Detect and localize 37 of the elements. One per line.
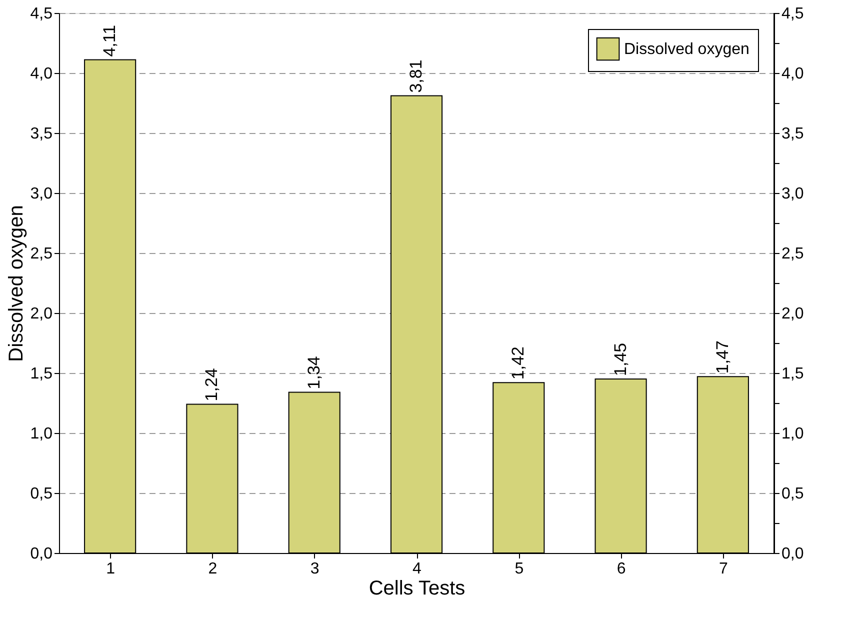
data-label: 1,45 — [610, 342, 630, 376]
x-tick-label: 1 — [106, 560, 116, 578]
y2-tick-label: 1,5 — [782, 366, 804, 382]
x-axis-title: Cells Tests — [368, 578, 466, 600]
y-tick-label: 0,5 — [30, 486, 53, 502]
data-label: 1,47 — [712, 340, 732, 374]
y-tick-label: 2,5 — [30, 246, 53, 262]
y2-tick-label: 0,5 — [782, 486, 804, 502]
y2-tick-label: 0,0 — [782, 546, 804, 562]
data-label: 3,81 — [406, 60, 426, 93]
y2-tick-label: 4,0 — [782, 66, 804, 82]
x-tick-label: 3 — [310, 560, 320, 578]
y-tick-label: 4,0 — [30, 66, 53, 82]
data-label: 4,11 — [100, 24, 120, 57]
y2-tick-label: 2,0 — [782, 306, 804, 322]
y2-tick-label: 3,0 — [782, 186, 804, 202]
y-tick-label: 3,0 — [30, 186, 53, 202]
x-tick-label: 2 — [208, 560, 218, 578]
y-tick-label: 1,0 — [30, 426, 53, 442]
data-label: 1,24 — [202, 368, 222, 402]
data-label: 1,42 — [508, 346, 528, 380]
y-tick-label: 0,0 — [30, 546, 53, 562]
y-axis-title: Dissolved oxygen — [5, 205, 28, 362]
y2-tick-label: 1,0 — [782, 426, 804, 442]
data-label: 1,34 — [304, 356, 324, 390]
y-tick-label: 3,5 — [30, 126, 53, 142]
y2-tick-label: 3,5 — [782, 126, 804, 142]
y-tick-label: 4,5 — [30, 6, 53, 22]
legend-label: Dissolved oxygen — [624, 41, 750, 58]
y2-tick-label: 4,5 — [782, 6, 804, 22]
x-tick-label: 6 — [616, 560, 626, 578]
y-tick-label: 2,0 — [30, 306, 53, 322]
x-tick-label: 4 — [412, 560, 422, 578]
y-tick-label: 1,5 — [30, 366, 53, 382]
y2-tick-label: 2,5 — [782, 246, 804, 262]
x-tick-label: 7 — [718, 560, 728, 578]
x-tick-label: 5 — [514, 560, 524, 578]
